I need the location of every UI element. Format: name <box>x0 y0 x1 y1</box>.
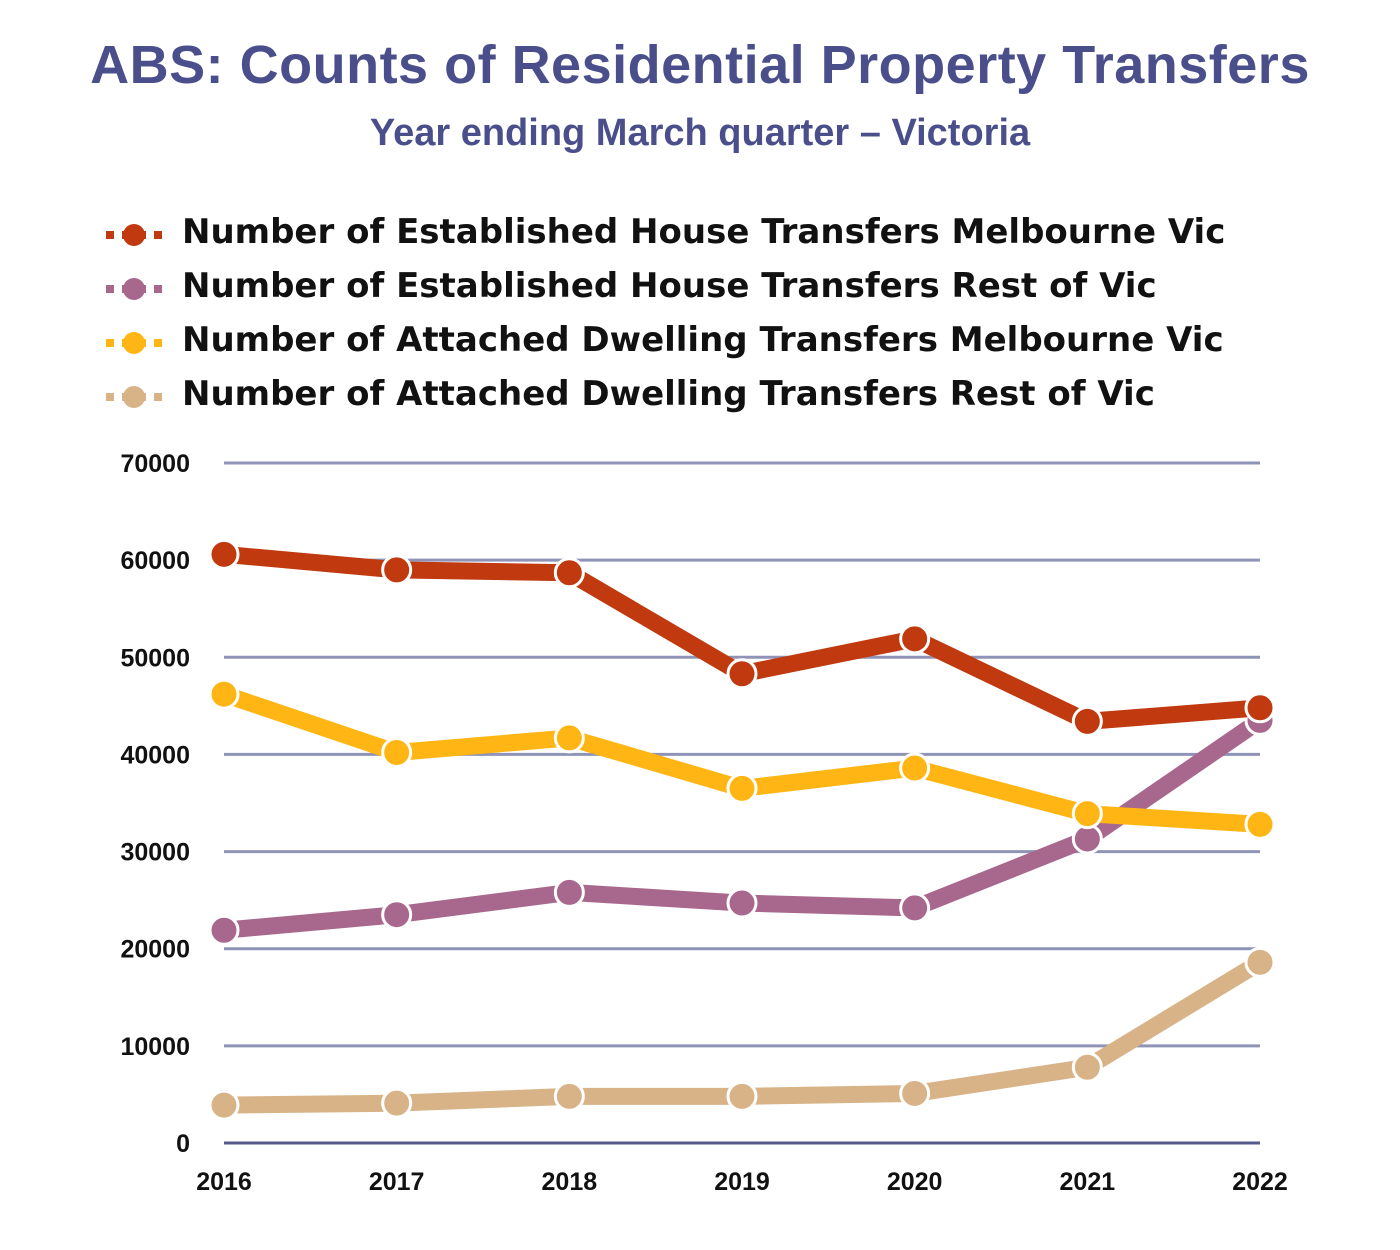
data-point <box>381 554 413 586</box>
data-point <box>1244 808 1276 840</box>
data-point <box>1244 946 1276 978</box>
chart-subtitle: Year ending March quarter – Victoria <box>369 112 1031 154</box>
legend-marker-icon <box>106 224 162 246</box>
chart-title: ABS: Counts of Residential Property Tran… <box>90 35 1310 95</box>
data-point <box>553 722 585 754</box>
x-tick-label: 2020 <box>887 1168 943 1196</box>
legend-label: Number of Established House Transfers Re… <box>182 266 1157 306</box>
data-point <box>1244 692 1276 724</box>
data-point <box>726 658 758 690</box>
legend-label: Number of Attached Dwelling Transfers Me… <box>182 320 1224 360</box>
x-tick-label: 2017 <box>369 1168 425 1196</box>
data-point <box>726 887 758 919</box>
series-line <box>215 545 1269 730</box>
y-tick-label: 40000 <box>120 741 190 769</box>
legend-label: Number of Attached Dwelling Transfers Re… <box>182 374 1155 414</box>
data-point <box>1071 705 1103 737</box>
x-tick-label: 2019 <box>714 1168 770 1196</box>
data-point <box>899 623 931 655</box>
y-tick-label: 30000 <box>120 839 190 867</box>
y-tick-label: 50000 <box>120 644 190 672</box>
x-tick-label: 2016 <box>196 1168 252 1196</box>
y-tick-label: 20000 <box>120 936 190 964</box>
data-point <box>381 736 413 768</box>
legend-marker-icon <box>106 332 162 354</box>
data-point <box>1071 798 1103 830</box>
legend-marker-icon <box>106 278 162 300</box>
data-point <box>726 1080 758 1112</box>
legend-label: Number of Established House Transfers Me… <box>182 212 1226 252</box>
y-tick-label: 10000 <box>120 1033 190 1061</box>
data-point <box>1071 1051 1103 1083</box>
data-point <box>899 752 931 784</box>
x-tick-label: 2018 <box>542 1168 598 1196</box>
legend-marker-icon <box>106 386 162 408</box>
data-point <box>208 538 240 570</box>
y-tick-label: 70000 <box>120 450 190 478</box>
x-tick-label: 2021 <box>1060 1168 1116 1196</box>
y-tick-label: 0 <box>176 1130 190 1158</box>
data-point <box>208 678 240 710</box>
y-tick-label: 60000 <box>120 547 190 575</box>
data-point <box>553 1080 585 1112</box>
data-point <box>381 899 413 931</box>
data-point <box>899 892 931 924</box>
data-point <box>553 557 585 589</box>
data-point <box>208 1089 240 1121</box>
data-point <box>381 1087 413 1119</box>
data-point <box>899 1077 931 1109</box>
x-tick-label: 2022 <box>1232 1168 1288 1196</box>
data-point <box>726 772 758 804</box>
data-point <box>208 914 240 946</box>
data-point <box>553 876 585 908</box>
